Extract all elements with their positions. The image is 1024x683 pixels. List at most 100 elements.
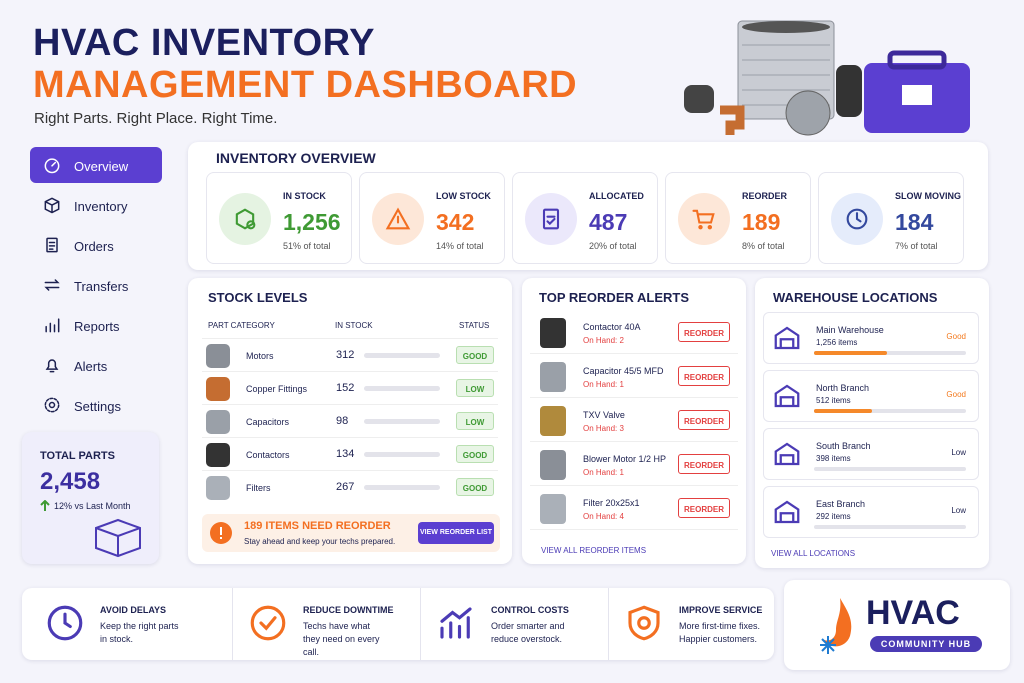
nav-item[interactable]: Transfers bbox=[30, 267, 162, 303]
warehouse-card: North Branch 512 items Good bbox=[763, 370, 979, 422]
warehouse-status: Good bbox=[946, 332, 966, 341]
warehouse-bar bbox=[814, 467, 966, 471]
warehouse-icon bbox=[772, 439, 802, 469]
stat-value: 189 bbox=[742, 209, 781, 235]
nav-icon bbox=[42, 235, 62, 255]
hero-image bbox=[684, 20, 970, 136]
banner-title: 189 ITEMS NEED REORDER bbox=[244, 520, 391, 532]
stat-note: 14% of total bbox=[436, 241, 484, 251]
benefit-title: AVOID DELAYS bbox=[100, 605, 167, 615]
warehouse-name: East Branch bbox=[816, 499, 866, 509]
benefit-icon bbox=[44, 602, 86, 644]
warning-icon bbox=[210, 522, 232, 544]
warehouse-status: Low bbox=[951, 448, 966, 457]
part-name: Capacitors bbox=[246, 417, 290, 427]
item-onhand: On Hand: 1 bbox=[583, 380, 624, 389]
col-header: IN STOCK bbox=[335, 321, 373, 330]
icon-graphic bbox=[774, 384, 800, 408]
icon-graphic bbox=[44, 279, 60, 291]
stock-levels-panel: STOCK LEVELS PART CATEGORY IN STOCK STAT… bbox=[188, 278, 512, 564]
col-header: PART CATEGORY bbox=[208, 321, 275, 330]
status-badge: GOOD bbox=[456, 445, 494, 463]
benefit-icon bbox=[247, 602, 289, 644]
reorder-item: Blower Motor 1/2 HP On Hand: 1 REORDER bbox=[530, 444, 738, 486]
stat-value: 184 bbox=[895, 209, 934, 235]
stat-value: 1,256 bbox=[283, 209, 341, 235]
icon-graphic bbox=[440, 607, 472, 639]
stock-row: Copper Fittings 152 LOW bbox=[202, 371, 498, 404]
benefit: CONTROL COSTS Order smarter and reduce ov… bbox=[420, 588, 610, 660]
benefit-text: Techs have what they need on every call. bbox=[303, 621, 380, 657]
col-header: STATUS bbox=[459, 321, 490, 330]
warehouse-bar-fill bbox=[814, 409, 872, 413]
stat-label: ALLOCATED bbox=[589, 191, 644, 201]
stat-note: 8% of total bbox=[742, 241, 785, 251]
total-change: 12% vs Last Month bbox=[54, 501, 131, 511]
stat-card: IN STOCK 1,256 51% of total bbox=[206, 172, 352, 264]
nav-icon bbox=[42, 155, 62, 175]
stat-icon bbox=[219, 193, 271, 245]
item-name: TXV Valve bbox=[583, 410, 625, 420]
part-name: Motors bbox=[246, 351, 274, 361]
warehouse-panel: WAREHOUSE LOCATIONS VIEW ALL LOCATIONS M… bbox=[755, 278, 989, 568]
nav-item[interactable]: Reports bbox=[30, 307, 162, 343]
benefit: IMPROVE SERVICE More first-time fixes. Ha… bbox=[608, 588, 798, 660]
part-thumb bbox=[540, 362, 566, 392]
nav-item[interactable]: Inventory bbox=[30, 187, 162, 223]
stat-label: SLOW MOVING bbox=[895, 191, 961, 201]
warehouse-bar-fill bbox=[814, 467, 966, 471]
warehouse-name: Main Warehouse bbox=[816, 325, 884, 335]
part-thumb bbox=[206, 344, 230, 368]
benefit: REDUCE DOWNTIME Techs have what they need… bbox=[232, 588, 422, 660]
stock-bar-fill bbox=[364, 485, 440, 490]
nav-item[interactable]: Alerts bbox=[30, 347, 162, 383]
warehouse-items: 292 items bbox=[816, 512, 851, 521]
icon-graphic bbox=[628, 605, 660, 641]
warehouse-icon bbox=[772, 381, 802, 411]
stat-icon bbox=[678, 193, 730, 245]
status-badge: LOW bbox=[456, 412, 494, 430]
status-badge: GOOD bbox=[456, 346, 494, 364]
item-onhand: On Hand: 1 bbox=[583, 468, 624, 477]
reorder-button[interactable]: REORDER bbox=[678, 410, 730, 430]
stat-card: SLOW MOVING 184 7% of total bbox=[818, 172, 964, 264]
view-all-link[interactable]: VIEW ALL REORDER ITEMS bbox=[541, 546, 647, 555]
reorder-button[interactable]: REORDER bbox=[678, 454, 730, 474]
icon-graphic bbox=[846, 208, 868, 230]
reorder-button[interactable]: REORDER bbox=[678, 498, 730, 518]
part-thumb bbox=[540, 406, 566, 436]
part-qty: 152 bbox=[336, 382, 355, 394]
stat-label: LOW STOCK bbox=[436, 191, 491, 201]
panel-title: WAREHOUSE LOCATIONS bbox=[773, 290, 938, 305]
warehouse-card: East Branch 292 items Low bbox=[763, 486, 979, 538]
icon-graphic bbox=[385, 207, 411, 230]
panel-title: STOCK LEVELS bbox=[208, 290, 308, 305]
nav-item[interactable]: Settings bbox=[30, 387, 162, 423]
view-all-link[interactable]: VIEW ALL LOCATIONS bbox=[771, 549, 856, 558]
logo-name: HVAC bbox=[866, 594, 960, 632]
icon-graphic bbox=[692, 209, 715, 230]
icon-graphic bbox=[44, 397, 60, 413]
stock-bar bbox=[364, 386, 440, 391]
reorder-button[interactable]: REORDER bbox=[678, 366, 730, 386]
warehouse-icon bbox=[772, 323, 802, 353]
nav-item[interactable]: Overview bbox=[30, 147, 162, 183]
stock-bar bbox=[364, 485, 440, 490]
nav-item[interactable]: Orders bbox=[30, 227, 162, 263]
item-name: Blower Motor 1/2 HP bbox=[583, 454, 667, 464]
stat-icon bbox=[831, 193, 883, 245]
stock-bar-fill bbox=[364, 419, 440, 424]
benefit-title: CONTROL COSTS bbox=[491, 605, 569, 615]
stat-note: 20% of total bbox=[589, 241, 637, 251]
benefit-title: REDUCE DOWNTIME bbox=[303, 605, 394, 615]
reorder-button[interactable]: REORDER bbox=[678, 322, 730, 342]
stock-bar-fill bbox=[364, 452, 440, 457]
warehouse-bar-fill bbox=[814, 525, 966, 529]
warehouse-name: South Branch bbox=[816, 441, 871, 451]
stat-card: REORDER 189 8% of total bbox=[665, 172, 811, 264]
view-reorder-button[interactable]: VIEW REORDER LIST bbox=[418, 522, 494, 544]
icon-graphic bbox=[774, 442, 800, 466]
reorder-item: Contactor 40A On Hand: 2 REORDER bbox=[530, 312, 738, 354]
